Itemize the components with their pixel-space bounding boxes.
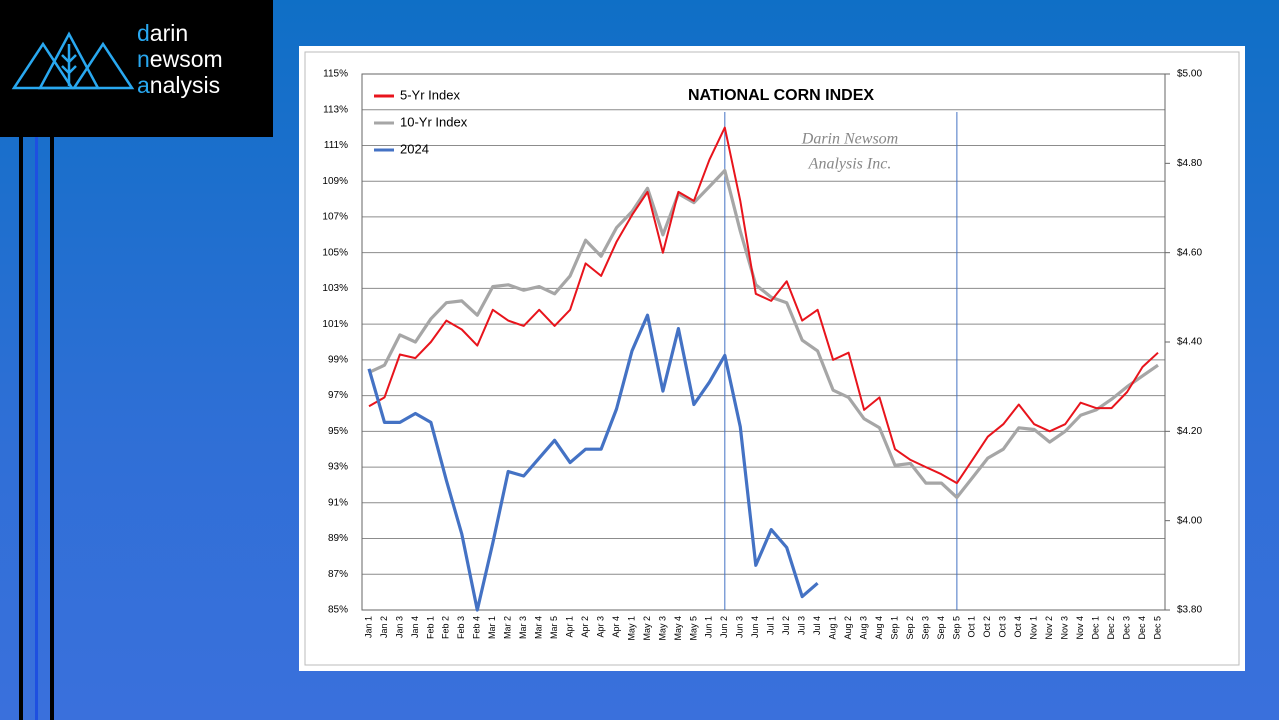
y2-tick-label: $4.40 <box>1177 337 1202 348</box>
chart: 85% 87% 89% 91% 93% 95% 97% 99% 101% 103% 105% 107%… <box>304 51 1240 666</box>
y2-tick-label: $5.00 <box>1177 69 1202 80</box>
x-tick-label: May 2 <box>642 616 652 641</box>
logo-icon <box>11 31 135 90</box>
deco-bar <box>35 137 38 720</box>
x-tick-label: Jul 1 <box>766 616 776 635</box>
x-tick-label: Feb 4 <box>472 616 482 639</box>
x-tick-label: Feb 3 <box>456 616 466 639</box>
logo-line: darin <box>137 20 189 46</box>
x-tick-label: Jul 4 <box>812 616 822 635</box>
series-line <box>368 168 1159 499</box>
x-tick-label: Mar 2 <box>503 616 513 639</box>
x-tick-label: Dec 5 <box>1152 616 1162 640</box>
x-tick-label: Jan 3 <box>394 616 404 638</box>
y-tick-label: 105% <box>322 247 348 258</box>
y-tick-label: 111% <box>324 140 348 151</box>
x-tick-label: Nov 1 <box>1029 616 1039 640</box>
x-tick-label: Dec 2 <box>1106 616 1116 640</box>
x-tick-label: May 1 <box>626 616 636 641</box>
x-tick-label: Jun 3 <box>735 616 745 638</box>
y-tick-label: 95% <box>328 426 348 437</box>
x-tick-label: Jan 2 <box>379 616 389 638</box>
x-tick-label: Dec 1 <box>1090 616 1100 640</box>
x-tick-label: Nov 4 <box>1075 616 1085 640</box>
y-tick-label: 99% <box>328 355 348 366</box>
legend-label: 5-Yr Index <box>400 87 460 102</box>
y-tick-label: 91% <box>328 497 348 508</box>
y-tick-label: 103% <box>322 283 348 294</box>
x-tick-label: Apr 1 <box>564 616 574 638</box>
x-tick-label: Jul 2 <box>781 616 791 635</box>
y-tick-label: 109% <box>322 176 348 187</box>
y-tick-label: 87% <box>328 569 348 580</box>
series-line <box>367 313 819 612</box>
x-tick-label: Mar 3 <box>518 616 528 639</box>
x-tick-label: Nov 3 <box>1060 616 1070 640</box>
y-tick-label: 101% <box>322 319 348 330</box>
y2-tick-label: $4.60 <box>1177 247 1202 258</box>
y-tick-label: 113% <box>323 104 348 115</box>
x-tick-label: Oct 2 <box>982 616 992 638</box>
legend-label: 2024 <box>400 141 429 156</box>
y-tick-label: 85% <box>328 605 348 616</box>
x-tick-label: Mar 5 <box>549 616 559 639</box>
x-tick-label: Aug 2 <box>843 616 853 640</box>
x-tick-label: May 5 <box>688 616 698 641</box>
x-tick-label: Dec 4 <box>1137 616 1147 640</box>
x-tick-label: Jul 3 <box>797 616 807 635</box>
y2-tick-label: $4.20 <box>1177 426 1202 437</box>
plot-border <box>361 73 1166 611</box>
watermark: Analysis Inc. <box>808 156 892 173</box>
y-tick-label: 89% <box>328 533 348 544</box>
chart-frame <box>304 51 1240 666</box>
x-tick-label: Feb 1 <box>425 616 435 639</box>
legend-label: 10-Yr Index <box>400 114 468 129</box>
x-tick-label: Sep 4 <box>936 616 946 640</box>
y2-tick-label: $4.80 <box>1177 158 1202 169</box>
y2-tick-label: $3.80 <box>1177 605 1202 616</box>
y-tick-label: 93% <box>328 462 348 473</box>
y2-tick-label: $4.00 <box>1177 515 1202 526</box>
series-line <box>368 126 1159 485</box>
x-tick-label: Jan 4 <box>410 616 420 638</box>
chart-card: 85% 87% 89% 91% 93% 95% 97% 99% 101% 103% 105% 107%… <box>299 46 1245 671</box>
x-tick-label: Aug 3 <box>858 616 868 640</box>
x-tick-label: Oct 4 <box>1013 616 1023 638</box>
x-tick-label: Jan 1 <box>363 616 373 638</box>
x-tick-label: Jun 1 <box>704 616 714 638</box>
x-tick-label: Sep 1 <box>889 616 899 640</box>
logo-text: darin newsom analysis <box>137 20 223 98</box>
logo: darin newsom analysis <box>0 0 273 137</box>
x-tick-label: Aug 1 <box>827 616 837 640</box>
logo-line: newsom <box>137 46 223 72</box>
x-tick-label: Apr 3 <box>595 616 605 638</box>
x-tick-label: Mar 1 <box>487 616 497 639</box>
x-tick-label: Sep 2 <box>905 616 915 640</box>
x-tick-label: Apr 4 <box>611 616 621 638</box>
y-tick-label: 97% <box>328 390 348 401</box>
watermark: Darin Newsom <box>801 131 898 148</box>
x-tick-label: Dec 3 <box>1121 616 1131 640</box>
x-tick-label: May 4 <box>673 616 683 641</box>
x-tick-label: Oct 3 <box>998 616 1008 638</box>
x-tick-label: Aug 4 <box>874 616 884 640</box>
x-tick-label: Apr 2 <box>580 616 590 638</box>
x-tick-label: Mar 4 <box>534 616 544 639</box>
deco-bar <box>19 137 23 720</box>
logo-line: analysis <box>137 72 221 98</box>
x-tick-label: Jun 4 <box>750 616 760 638</box>
deco-bar <box>50 137 54 720</box>
x-tick-label: Nov 2 <box>1044 616 1054 640</box>
x-tick-label: Oct 1 <box>967 616 977 638</box>
x-tick-label: Feb 2 <box>441 616 451 639</box>
x-tick-label: Jun 2 <box>719 616 729 638</box>
x-tick-label: Sep 5 <box>951 616 961 640</box>
chart-title: NATIONAL CORN INDEX <box>688 87 874 104</box>
x-tick-label: May 3 <box>657 616 667 641</box>
y-tick-label: 115% <box>323 69 348 80</box>
x-tick-label: Sep 3 <box>920 616 930 640</box>
y-tick-label: 107% <box>322 212 348 223</box>
